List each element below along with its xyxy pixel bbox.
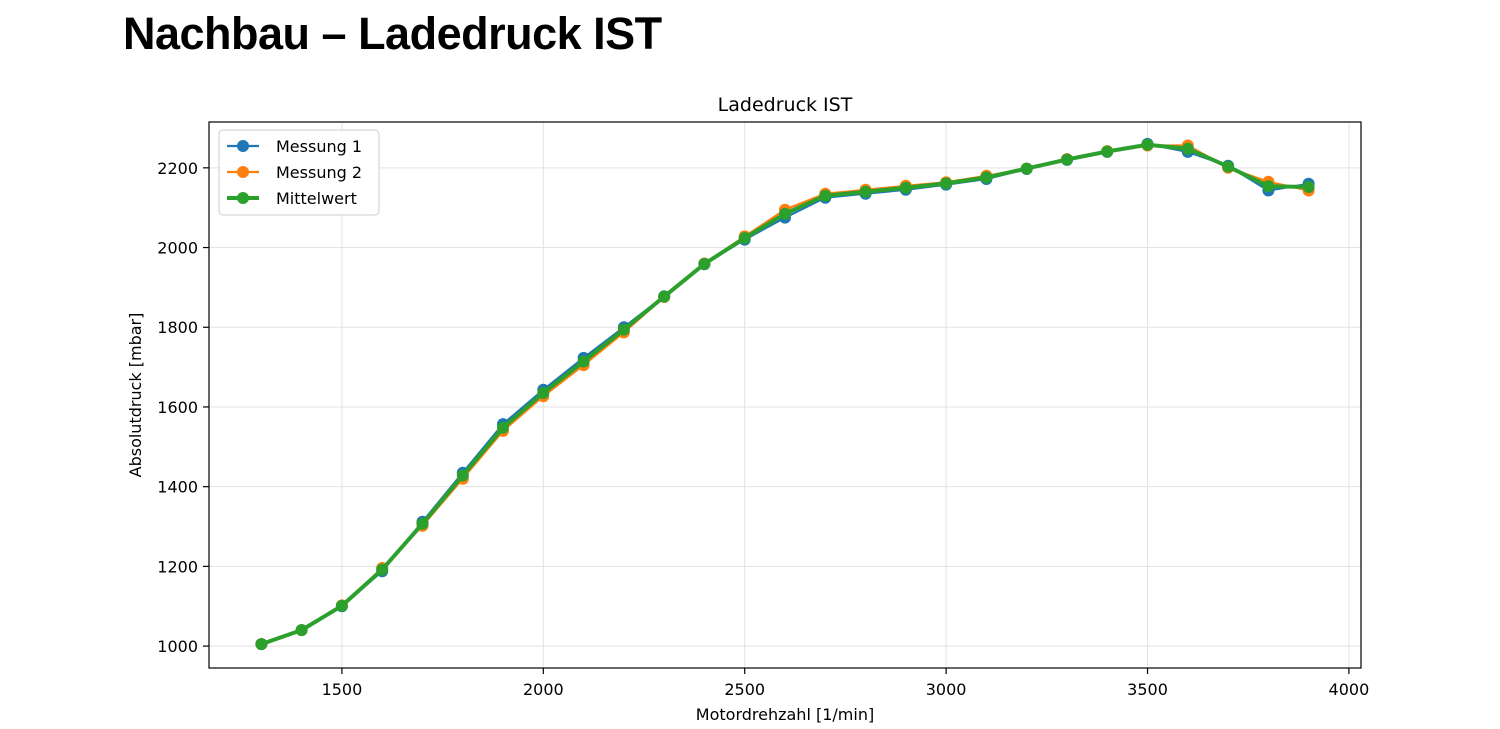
legend-marker (237, 166, 249, 178)
data-point (295, 624, 308, 637)
x-axis: 1500 2000 2500 3000 3500 4000 (322, 668, 1370, 699)
x-tick-label: 2500 (724, 680, 765, 699)
legend-entry: Messung 1 (227, 137, 362, 156)
data-point (1101, 145, 1114, 158)
data-point (940, 177, 953, 190)
x-axis-label: Motordrehzahl [1/min] (696, 705, 874, 724)
data-point (537, 387, 550, 399)
data-point (899, 181, 912, 194)
data-point (1181, 142, 1194, 155)
data-point (980, 171, 993, 184)
y-tick-label: 1000 (157, 637, 198, 656)
data-point (497, 421, 509, 434)
legend-marker (237, 192, 249, 204)
data-point (1020, 162, 1033, 175)
x-tick-label: 3000 (926, 680, 967, 699)
plot-frame (208, 121, 1362, 669)
y-tick-label: 1800 (157, 318, 198, 337)
data-point (819, 189, 832, 202)
data-point (617, 323, 630, 336)
legend-entry: Messung 2 (227, 163, 362, 182)
page-title: Nachbau – Ladedruck IST (123, 8, 662, 59)
chart-title: Ladedruck IST (718, 94, 853, 116)
data-point (698, 257, 711, 270)
x-tick-label: 4000 (1329, 680, 1370, 699)
data-point (335, 599, 348, 612)
legend-label: Messung 1 (276, 137, 362, 156)
data-point (577, 355, 590, 368)
data-point (779, 207, 791, 220)
legend-label: Mittelwert (276, 189, 357, 208)
data-point (1141, 138, 1154, 151)
legend-marker (237, 140, 249, 152)
data-point (376, 563, 389, 576)
data-point (456, 469, 469, 482)
data-point (1302, 181, 1315, 193)
y-tick-label: 1400 (157, 478, 198, 497)
data-point (255, 638, 268, 651)
y-axis: 1000 1200 1400 1600 1800 2000 2200 (157, 159, 209, 656)
grid-lines (209, 122, 1361, 668)
data-point (738, 232, 751, 244)
data-point (1262, 180, 1275, 193)
legend: Messung 1 Messung 2 Mittelwert (218, 129, 380, 216)
legend-label: Messung 2 (276, 163, 362, 182)
legend-entry: Mittelwert (227, 189, 357, 208)
data-point (416, 517, 429, 530)
data-point (1222, 160, 1235, 173)
x-tick-label: 3500 (1127, 680, 1168, 699)
series-mittelwert (255, 138, 1315, 651)
y-axis-label: Absolutdruck [mbar] (126, 313, 145, 478)
series-lines (255, 137, 1315, 651)
y-tick-label: 1600 (157, 398, 198, 417)
x-tick-label: 2000 (523, 680, 564, 699)
x-tick-label: 1500 (322, 680, 363, 699)
data-point (658, 290, 671, 303)
data-point (859, 185, 872, 198)
y-tick-label: 2200 (157, 159, 198, 178)
data-point (1061, 153, 1073, 166)
y-tick-label: 2000 (157, 239, 198, 258)
legend-box (218, 129, 380, 216)
y-tick-label: 1200 (157, 557, 198, 576)
